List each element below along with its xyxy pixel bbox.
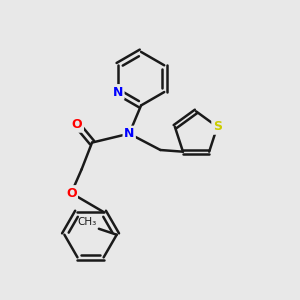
Text: N: N [124,127,134,140]
Text: O: O [66,187,76,200]
Text: S: S [213,120,222,133]
Text: N: N [113,85,123,98]
Text: CH₃: CH₃ [77,217,97,227]
Text: O: O [72,118,83,131]
